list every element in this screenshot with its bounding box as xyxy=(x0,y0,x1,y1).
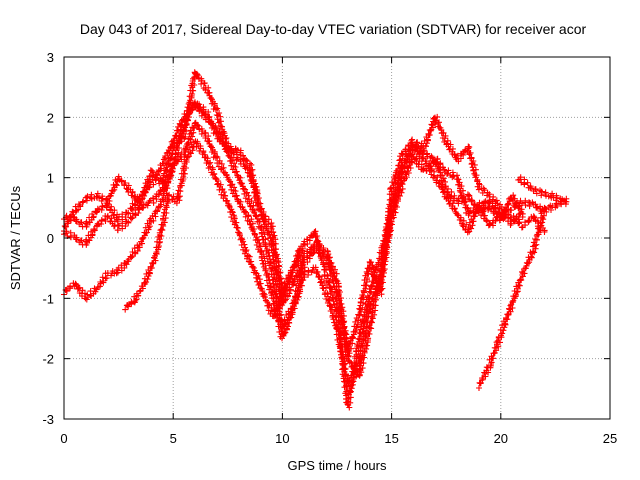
x-axis-ticks: 0 5 10 15 20 25 xyxy=(60,57,617,446)
data-point-markers xyxy=(61,99,548,357)
x-axis-label: GPS time / hours xyxy=(288,458,387,473)
x-tick-label: 0 xyxy=(60,431,67,446)
x-tick-label: 10 xyxy=(275,431,289,446)
x-tick-label: 5 xyxy=(170,431,177,446)
series-track-2 xyxy=(61,102,526,380)
y-tick-label: -2 xyxy=(42,352,54,367)
y-tick-label: 0 xyxy=(47,231,54,246)
data-marks xyxy=(61,69,570,411)
series-track-5 xyxy=(122,138,303,320)
series-track-7 xyxy=(515,174,570,206)
y-tick-label: 1 xyxy=(47,171,54,186)
y-tick-label: 3 xyxy=(47,50,54,65)
data-point-markers xyxy=(476,204,548,391)
x-tick-label: 15 xyxy=(384,431,398,446)
data-point-markers xyxy=(515,174,570,206)
data-point-markers xyxy=(122,138,303,320)
y-axis-ticks: -3 -2 -1 0 1 2 3 xyxy=(42,50,610,427)
y-tick-label: -3 xyxy=(42,412,54,427)
y-axis-label: SDTVAR / TECUs xyxy=(8,185,23,290)
y-tick-label: 2 xyxy=(47,110,54,125)
series-track-4 xyxy=(61,99,548,357)
x-tick-label: 25 xyxy=(603,431,617,446)
x-tick-label: 20 xyxy=(494,431,508,446)
chart-title: Day 043 of 2017, Sidereal Day-to-day VTE… xyxy=(80,21,587,37)
y-tick-label: -1 xyxy=(42,291,54,306)
series-track-6 xyxy=(476,204,548,391)
data-point-markers xyxy=(61,102,526,380)
